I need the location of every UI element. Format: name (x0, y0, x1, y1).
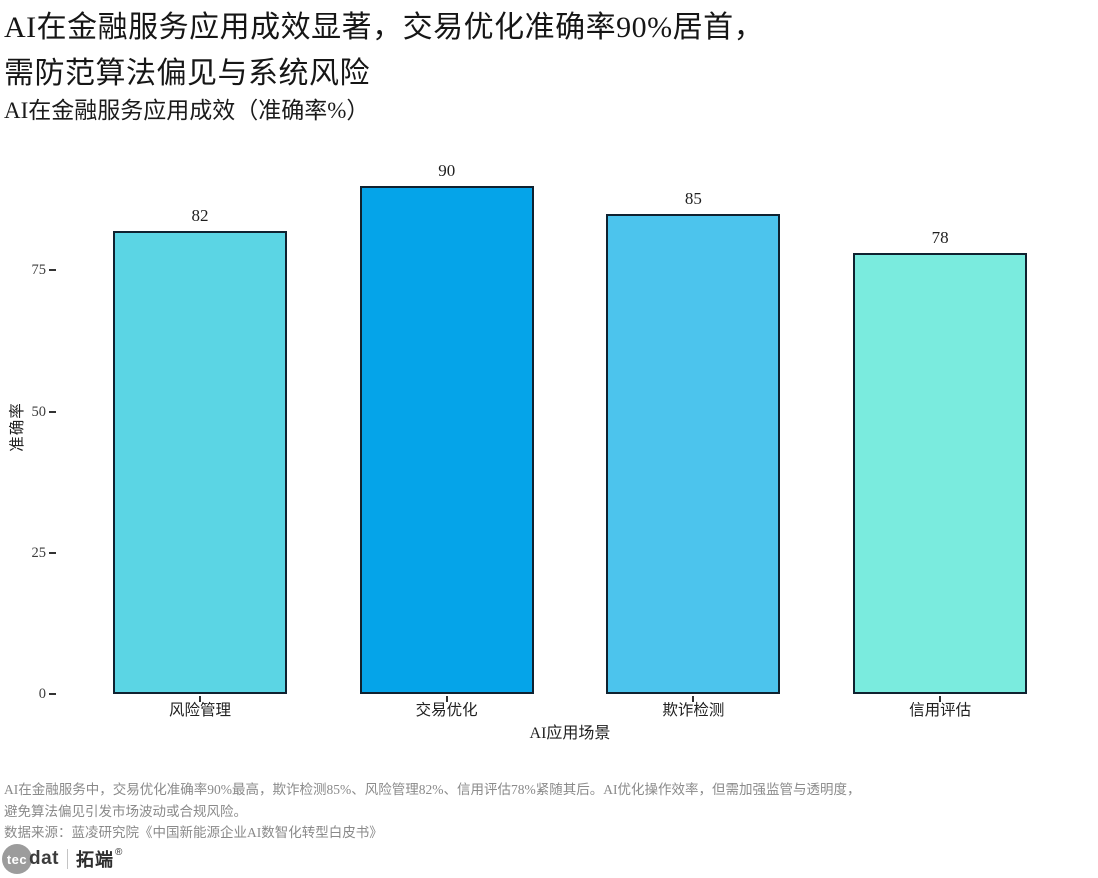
logo-divider (67, 849, 68, 869)
bar-1 (113, 230, 287, 694)
y-tick-label: 50 (31, 403, 47, 420)
bar-value-label: 82 (191, 205, 209, 225)
y-tick-label: 25 (31, 544, 47, 561)
x-tick-label: 风险管理 (168, 702, 231, 719)
y-tick-mark (49, 269, 56, 272)
logo-dat-text: dat (29, 848, 59, 869)
x-tick-label: 交易优化 (415, 702, 478, 719)
bar-value-label: 90 (438, 160, 456, 180)
registered-trademark-icon: ® (115, 847, 123, 858)
y-tick-mark (49, 693, 56, 695)
bar-4 (853, 253, 1028, 694)
x-tick-mark (692, 696, 695, 702)
page-title-line1: AI在金融服务应用成效显著，交易优化准确率90%居首， (4, 11, 765, 44)
x-tick-label: 欺诈检测 (662, 702, 725, 719)
footer-source: 数据来源：蓝凌研究院《中国新能源企业AI数智化转型白皮书》 (4, 825, 383, 840)
x-axis-title: AI应用场景 (529, 725, 611, 742)
x-tick-label: 信用评估 (909, 702, 972, 719)
bar-value-label: 78 (931, 228, 949, 248)
y-tick-label: 75 (31, 262, 47, 279)
y-axis-title: 准确率 (9, 402, 26, 452)
bar-value-label: 85 (684, 188, 702, 208)
logo-cn-text: 拓端 (76, 850, 114, 870)
footer-note-line1: AI在金融服务中，交易优化准确率90%最高，欺诈检测85%、风险管理82%、信用… (4, 782, 861, 797)
x-tick-mark (199, 696, 201, 702)
x-tick-mark (445, 696, 448, 702)
page-title-line2: 需防范算法偏见与系统风险 (4, 57, 370, 90)
footer-note-line2: 避免算法偏见引发市场波动或合规风险。 (4, 804, 247, 819)
y-tick-mark (49, 551, 56, 554)
x-tick-mark (939, 696, 942, 702)
bar-2 (359, 185, 534, 694)
chart-subtitle: AI在金融服务应用成效（准确率%） (4, 98, 370, 123)
y-tick-mark (49, 410, 56, 413)
tecdat-logo: tec dat 拓端 ® (2, 843, 122, 875)
y-tick-label: 0 (38, 686, 46, 702)
logo-circle: tec (2, 844, 32, 874)
bar-3 (606, 213, 781, 694)
